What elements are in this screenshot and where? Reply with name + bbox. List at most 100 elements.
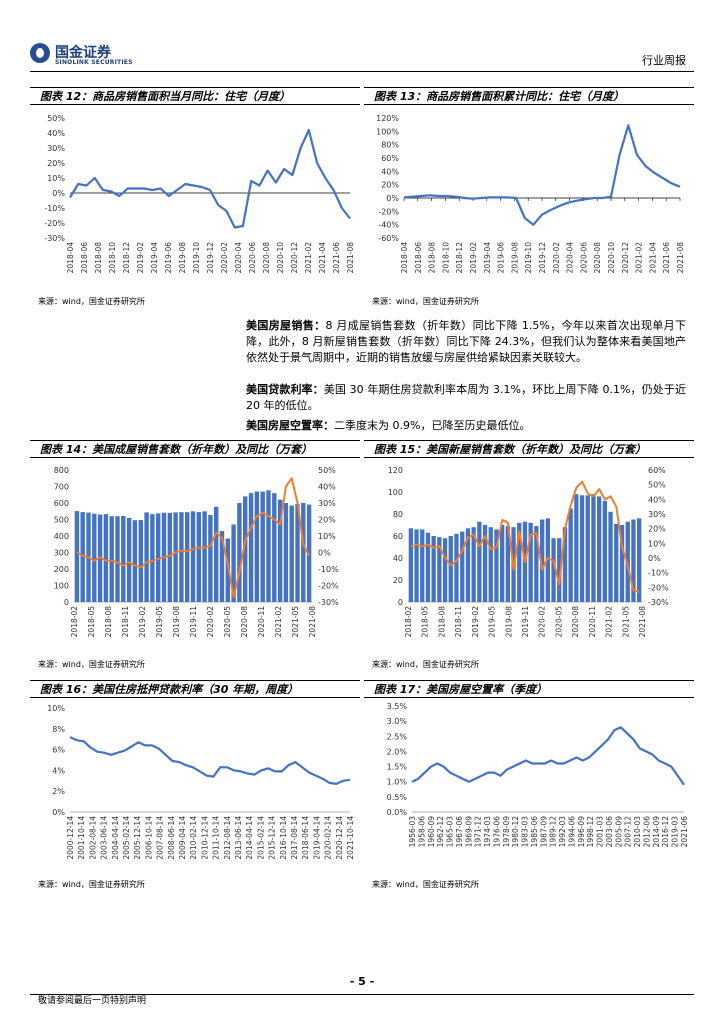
c14-bar <box>295 503 300 602</box>
para-vacancy-label: 美国房屋空置率： <box>246 419 334 432</box>
c17-xtick: 1956-03 <box>408 816 417 848</box>
c15-bar <box>448 536 453 602</box>
c12-series-line <box>69 128 351 229</box>
c15-bar <box>568 508 573 602</box>
c15-y2tick: 30% <box>648 510 666 519</box>
para-rate-label: 美国贷款利率： <box>246 383 324 396</box>
c14-xtick: 2020-08 <box>240 606 249 638</box>
chart17: 3.5%3.0%2.5%2.0%1.5%1.0%0.5%0.0%1956-03 1… <box>387 702 689 848</box>
c14-bar <box>277 499 283 602</box>
c16-xtick: 2007-08-14 <box>156 816 165 860</box>
c14-bar <box>306 504 312 602</box>
chart13: 120%100%80%60%40%20%0%-20%-40%-60%2018-0… <box>376 114 685 274</box>
c15-ytick: 120 <box>388 466 403 475</box>
c17-xtick: 1960-09 <box>427 816 436 848</box>
c16-xtick: 2016-10-14 <box>279 816 288 860</box>
c15-y2tick: 60% <box>648 466 666 475</box>
c15-bar <box>579 495 585 602</box>
c13-xtick: 2020-10 <box>607 242 616 274</box>
c14-xtick: 2019-02 <box>138 606 147 638</box>
c15-bar <box>437 537 442 602</box>
c16-xtick: 2004-04-14 <box>111 816 120 860</box>
c15-xtick: 2018-11 <box>454 606 463 638</box>
c12-xtick: 2019-12 <box>206 242 215 274</box>
c12-xtick: 2020-12 <box>290 242 299 274</box>
logo-cn: 国金证券 <box>55 45 111 61</box>
c15-xtick: 2019-02 <box>471 606 480 638</box>
c16-xtick: 2005-02-14 <box>122 816 131 860</box>
c14-y2tick: 40% <box>318 483 336 492</box>
c17-xtick: 1978-09 <box>502 816 511 848</box>
para-sales-text: 8 月成屋销售套数（折年数）同比下降 1.5%，今年以来首次出现单月下降，此外，… <box>246 319 687 364</box>
c14-bar <box>144 512 149 602</box>
c14-yoy-line <box>76 477 310 599</box>
c15-xtick: 2021-02 <box>605 606 614 638</box>
c15-bar <box>591 494 596 602</box>
chart12-title: 图表 12：商品房销售面积当月同比：住宅（月度） <box>30 87 360 105</box>
para-vacancy-text: 二季度末为 0.9%，已降至历史最低位。 <box>334 419 531 432</box>
c12-xtick: 2021-02 <box>304 242 313 274</box>
c16-xtick: 2006-10-14 <box>144 816 153 860</box>
c12-xtick: 2021-04 <box>318 242 327 274</box>
c13-xtick: 2021-04 <box>648 242 657 274</box>
c17-xtick: 1962-12 <box>436 816 445 848</box>
c13-ytick: -60% <box>378 234 399 243</box>
c16-ytick: 10% <box>47 704 65 713</box>
c14-bar <box>208 515 213 602</box>
c14-bar <box>80 512 85 602</box>
c14-y2tick: 30% <box>318 499 336 508</box>
c12-xtick: 2019-06 <box>164 242 173 274</box>
c16-xtick: 2009-04-14 <box>178 816 187 860</box>
c12-xtick: 2021-06 <box>332 242 341 274</box>
c16-xtick: 2020-02-14 <box>324 816 333 860</box>
c15-bar <box>602 500 607 602</box>
c14-y2tick: -30% <box>318 598 339 607</box>
c15-bar <box>534 526 539 602</box>
c13-xtick: 2019-06 <box>497 242 506 274</box>
c14-bar <box>225 538 230 602</box>
c14-bar <box>243 496 248 602</box>
c15-bar <box>545 518 550 602</box>
c14-bar <box>272 493 277 602</box>
c15-bar <box>494 529 499 602</box>
c17-xtick: 1996-09 <box>577 816 586 848</box>
c17-xtick: 1974-03 <box>483 816 492 848</box>
c14-bar <box>260 491 265 602</box>
c15-ytick: 20 <box>393 576 403 585</box>
c15-y2tick: -10% <box>648 569 669 578</box>
c15-bar <box>528 522 533 602</box>
footer-disclaimer: 敬请参阅最后一页特别声明 <box>38 996 147 1006</box>
c15-bar <box>608 511 613 602</box>
c16-ytick: 4% <box>52 766 65 775</box>
c14-bar <box>237 503 242 602</box>
c15-bar <box>471 527 476 602</box>
c14-bar <box>179 512 184 602</box>
c14-xtick: 2019-08 <box>172 606 181 638</box>
chart16: 10% 8% 6% 4% 2% 0%2000-12-14 2001-10-14 2002-08… <box>47 704 355 860</box>
c15-y2tick: 20% <box>648 525 666 534</box>
c15-bar <box>557 538 562 602</box>
c14-bar <box>74 511 80 602</box>
c15-xtick: 2020-02 <box>538 606 547 638</box>
c13-xtick: 2018-12 <box>455 242 464 274</box>
c17-xtick: 1976-06 <box>492 816 501 848</box>
c13-xtick: 2019-02 <box>469 242 478 274</box>
c13-xtick: 2020-08 <box>593 242 602 274</box>
c14-bar <box>138 520 143 602</box>
c12-ytick: 40% <box>47 129 65 138</box>
c13-xtick: 2019-12 <box>538 242 547 274</box>
c13-xtick: 2021-02 <box>635 242 644 274</box>
c15-xtick: 2021-05 <box>621 606 630 638</box>
c14-xtick: 2019-11 <box>189 606 198 638</box>
c17-series-line <box>411 726 685 786</box>
c17-xtick: 1967-06 <box>455 816 464 848</box>
c15-xtick: 2018-05 <box>421 606 430 638</box>
c17-xtick: 2010-03 <box>633 816 642 848</box>
c16-ytick: 0% <box>52 808 65 817</box>
chart12-source: 来源：wind，国金证券研究所 <box>38 297 145 306</box>
c16-ytick: 6% <box>52 746 65 755</box>
c14-y2tick: 50% <box>318 466 336 475</box>
c15-bar <box>540 519 545 602</box>
logo-en: SINOLINK SECURITIES <box>55 59 133 66</box>
c15-bar <box>631 519 636 602</box>
